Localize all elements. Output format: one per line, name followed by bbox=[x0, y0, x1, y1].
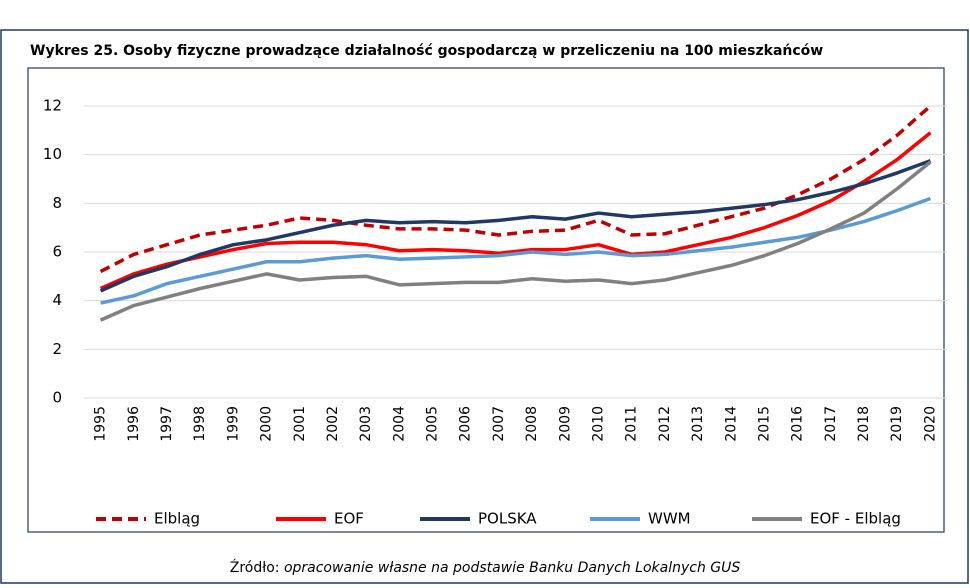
legend-label: POLSKA bbox=[478, 510, 537, 528]
line-series bbox=[99, 160, 932, 322]
x-tick-label: 2020 bbox=[922, 406, 938, 442]
x-tick-label: 2014 bbox=[723, 406, 739, 442]
y-tick-label: 10 bbox=[43, 145, 62, 163]
x-tick-label: 2002 bbox=[325, 406, 341, 442]
x-tick-label: 2013 bbox=[690, 406, 706, 442]
x-tick-label: 2000 bbox=[259, 406, 275, 442]
legend-label: EOF bbox=[334, 510, 364, 528]
x-tick-label: 1996 bbox=[126, 406, 142, 442]
line-series bbox=[99, 131, 932, 291]
y-tick-label: 8 bbox=[52, 194, 62, 212]
line-series bbox=[99, 104, 932, 274]
x-tick-label: 1997 bbox=[159, 406, 175, 442]
y-tick-label: 4 bbox=[52, 291, 62, 309]
x-tick-label: 2007 bbox=[491, 406, 507, 442]
line-series bbox=[100, 196, 932, 305]
x-tick-label: 1995 bbox=[93, 406, 109, 442]
x-tick-label: 2001 bbox=[292, 406, 308, 442]
source-text: opracowanie własne na podstawie Banku Da… bbox=[284, 560, 740, 576]
x-tick-label: 2010 bbox=[590, 406, 606, 442]
source: Źródło: opracowanie własne na podstawie … bbox=[230, 558, 741, 576]
x-tick-label: 2019 bbox=[889, 406, 905, 442]
x-tick-label: 2003 bbox=[358, 406, 374, 442]
source-label: Źródło: bbox=[230, 558, 284, 576]
x-tick-label: 2018 bbox=[856, 406, 872, 442]
x-tick-label: 2008 bbox=[524, 406, 540, 442]
x-tick-label: 2015 bbox=[756, 406, 772, 442]
line-series bbox=[99, 159, 932, 293]
legend-label: EOF - Elbląg bbox=[810, 510, 901, 528]
x-tick-label: 2005 bbox=[425, 406, 441, 442]
chart-title: Wykres 25. Osoby fizyczne prowadzące dzi… bbox=[30, 43, 823, 59]
y-tick-label: 0 bbox=[52, 389, 62, 407]
y-tick-label: 12 bbox=[43, 97, 62, 115]
x-tick-label: 2016 bbox=[790, 406, 806, 442]
x-tick-label: 2017 bbox=[823, 406, 839, 442]
x-tick-label: 2012 bbox=[657, 406, 673, 442]
y-tick-label: 2 bbox=[52, 340, 62, 358]
x-tick-label: 2006 bbox=[458, 406, 474, 442]
x-tick-label: 1998 bbox=[192, 406, 208, 442]
x-tick-label: 2004 bbox=[391, 406, 407, 442]
y-tick-label: 6 bbox=[52, 243, 62, 261]
x-tick-label: 2009 bbox=[557, 406, 573, 442]
legend-label: Elbląg bbox=[154, 510, 200, 528]
x-tick-label: 1999 bbox=[225, 406, 241, 442]
plot-frame bbox=[27, 67, 945, 533]
x-tick-label: 2011 bbox=[624, 406, 640, 442]
legend-label: WWM bbox=[648, 510, 691, 528]
